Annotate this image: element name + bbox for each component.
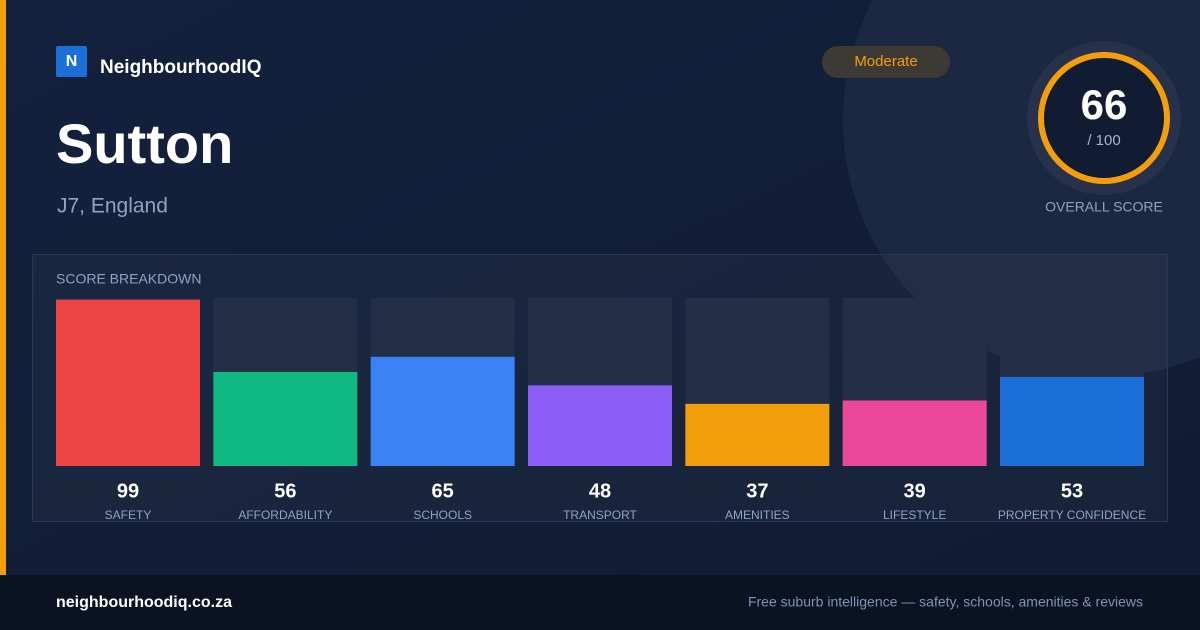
logo-letter: N bbox=[66, 53, 78, 70]
bar-value: 37 bbox=[746, 480, 768, 502]
bar bbox=[370, 356, 515, 466]
score-max: / 100 bbox=[1087, 132, 1120, 149]
bars: 99 SAFETY 56 AFFORDABILITY 65 SCHOOLS 48 TRANSP… bbox=[56, 298, 1146, 522]
bar-label: LIFESTYLE bbox=[883, 508, 946, 522]
bar-label: SCHOOLS bbox=[413, 508, 472, 522]
badge-text: Moderate bbox=[854, 53, 917, 70]
bar bbox=[1000, 376, 1144, 466]
bar bbox=[842, 400, 987, 466]
score-ring bbox=[1038, 52, 1170, 184]
bar-value: 99 bbox=[117, 480, 139, 502]
bar bbox=[213, 371, 358, 466]
bar-value: 56 bbox=[274, 480, 296, 502]
accent-strip bbox=[0, 0, 6, 575]
bar-label: SAFETY bbox=[105, 508, 152, 522]
brand-name: NeighbourhoodIQ bbox=[100, 57, 261, 78]
bar-label: AMENITIES bbox=[725, 508, 790, 522]
bar bbox=[56, 299, 200, 466]
overall-label: OVERALL SCORE bbox=[1045, 199, 1163, 215]
badge bbox=[822, 46, 950, 78]
suburb-title: Sutton bbox=[56, 112, 233, 175]
bar bbox=[528, 385, 672, 466]
bar-value: 53 bbox=[1061, 480, 1083, 502]
bar-label: PROPERTY CONFIDENCE bbox=[998, 508, 1146, 522]
bar-value: 65 bbox=[432, 480, 454, 502]
bar-value: 39 bbox=[904, 480, 926, 502]
bar-label: AFFORDABILITY bbox=[238, 508, 332, 522]
logo-box bbox=[56, 46, 87, 77]
footer bbox=[0, 575, 1200, 630]
overall-score: 66 bbox=[1081, 81, 1128, 128]
breakdown-panel bbox=[32, 254, 1168, 522]
footer-site: neighbourhoodiq.co.za bbox=[56, 594, 232, 611]
bar bbox=[685, 403, 830, 466]
location: J7, England bbox=[57, 195, 168, 218]
bar-value: 48 bbox=[589, 480, 611, 502]
chart-title: SCORE BREAKDOWN bbox=[56, 271, 201, 287]
bar-label: TRANSPORT bbox=[563, 508, 637, 522]
footer-tagline: Free suburb intelligence — safety, schoo… bbox=[748, 594, 1143, 610]
